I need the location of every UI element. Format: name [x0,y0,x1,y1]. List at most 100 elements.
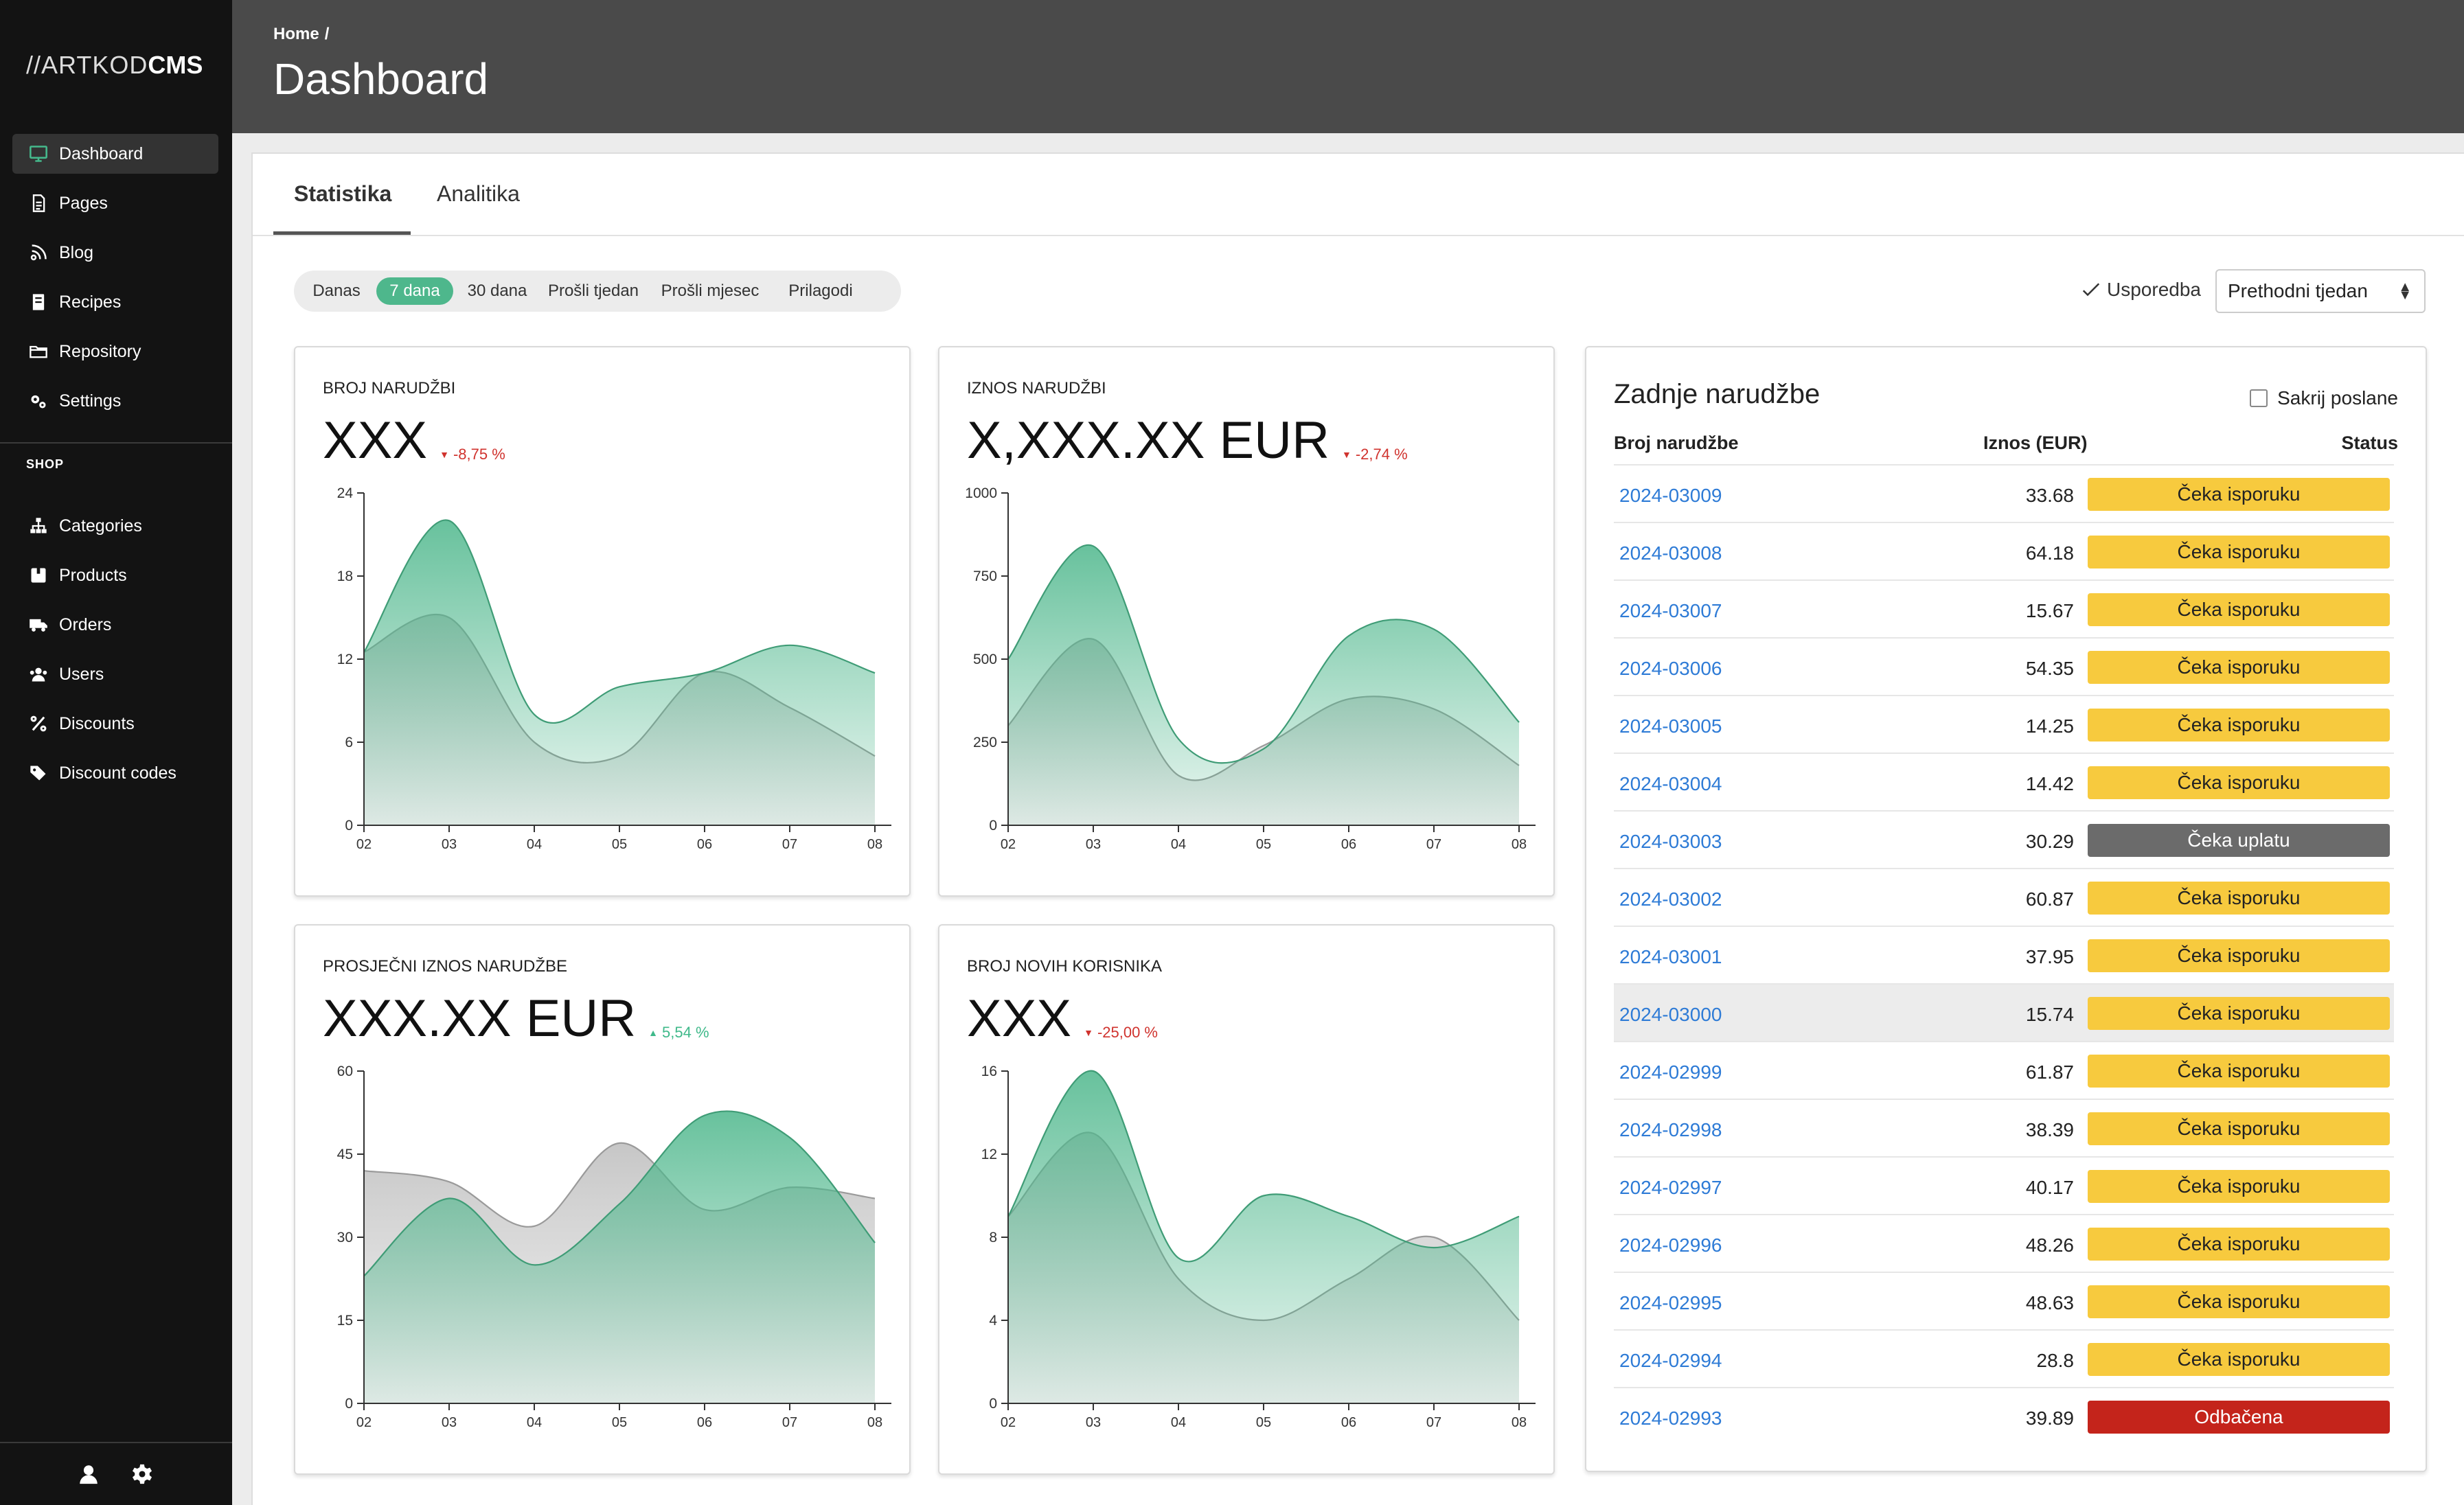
period-30-dana[interactable]: 30 dana [467,282,527,300]
y-tick-label: 12 [981,1147,997,1162]
sidebar-item-settings[interactable]: Settings [12,381,218,421]
tabs-divider [253,235,2464,236]
period-prosli-mjesec[interactable]: Prošli mjesec [661,282,760,300]
table-row[interactable]: 2024-03005 14.25 Čeka isporuku [1614,695,2394,752]
delta-badge: ▲ 5,54 % [648,1024,709,1041]
table-row[interactable]: 2024-02995 48.63 Čeka isporuku [1614,1272,2394,1329]
sidebar-item-label: Users [59,664,104,684]
table-row[interactable]: 2024-02997 40.17 Čeka isporuku [1614,1156,2394,1214]
order-id-link[interactable]: 2024-03009 [1619,485,1722,506]
sidebar-item-users[interactable]: Users [12,654,218,694]
order-amount: 14.25 [2025,715,2074,737]
status-badge: Čeka isporuku [2088,1170,2390,1203]
table-row[interactable]: 2024-03006 54.35 Čeka isporuku [1614,637,2394,695]
sidebar-item-recipes[interactable]: Recipes [12,282,218,322]
x-tick-label: 02 [356,837,372,852]
table-row[interactable]: 2024-02993 39.89 Odbačena [1614,1387,2394,1445]
tab-statistika[interactable]: Statistika [294,181,392,206]
compare-toggle[interactable]: Usporedba [2081,279,2201,301]
status-badge: Čeka uplatu [2088,824,2390,857]
table-row[interactable]: 2024-03004 14.42 Čeka isporuku [1614,752,2394,810]
gear-icon[interactable] [130,1462,154,1486]
delta-badge: ▼ -2,74 % [1341,446,1408,463]
order-id-link[interactable]: 2024-02996 [1619,1234,1722,1256]
table-row[interactable]: 2024-02999 61.87 Čeka isporuku [1614,1041,2394,1099]
sidebar-item-orders[interactable]: Orders [12,605,218,645]
x-tick-label: 02 [1001,1415,1016,1430]
order-id-link[interactable]: 2024-03008 [1619,542,1722,564]
sitemap-icon [25,515,52,537]
table-row[interactable]: 2024-03009 33.68 Čeka isporuku [1614,464,2394,522]
period-prosli-tjedan[interactable]: Prošli tjedan [547,282,639,300]
table-row[interactable]: 2024-03002 60.87 Čeka isporuku [1614,868,2394,926]
card-label: IZNOS NARUDŽBI [967,379,1106,398]
table-row[interactable]: 2024-02994 28.8 Čeka isporuku [1614,1329,2394,1387]
chart-average-order: 0 15 30 45 60 02 03 04 05 06 07 08 [337,1064,891,1430]
stat-card-orders-amount: IZNOS NARUDŽBI X,XXX.XX EUR ▼ -2,74 % 0 250… [938,346,1555,897]
sidebar-item-pages[interactable]: Pages [12,183,218,223]
status-badge: Čeka isporuku [2088,766,2390,799]
tab-analitika[interactable]: Analitika [437,181,520,206]
sidebar-item-repository[interactable]: Repository [12,332,218,371]
stat-card-new-users: BROJ NOVIH KORISNIKA XXX ▼ -25,00 % 0 4 8 12 1… [938,924,1555,1475]
period-danas[interactable]: Danas [312,282,361,300]
table-row[interactable]: 2024-02998 38.39 Čeka isporuku [1614,1099,2394,1156]
x-tick-label: 05 [612,837,627,852]
x-tick-label: 04 [1171,1415,1186,1430]
order-id-link[interactable]: 2024-02993 [1619,1408,1722,1429]
order-amount: 28.8 [2036,1350,2075,1371]
user-icon[interactable] [77,1462,100,1486]
card-value: XXX ▼ -8,75 % [323,411,505,470]
users-icon [25,663,52,685]
order-id-link[interactable]: 2024-03005 [1619,715,1722,737]
period-prilagodi[interactable]: Prilagodi [788,282,853,300]
sidebar-item-discount-codes[interactable]: Discount codes [12,753,218,793]
sidebar-item-products[interactable]: Products [12,555,218,595]
hide-sent-checkbox[interactable]: Sakrij poslane [2250,387,2398,409]
order-id-link[interactable]: 2024-03003 [1619,831,1722,852]
status-badge: Čeka isporuku [2088,593,2390,626]
order-id-link[interactable]: 2024-03007 [1619,600,1722,621]
table-row[interactable]: 2024-03000 15.74 Čeka isporuku [1614,983,2394,1041]
order-id-link[interactable]: 2024-03001 [1619,946,1722,967]
order-id-link[interactable]: 2024-02995 [1619,1292,1722,1313]
stat-card-average-order: PROSJEČNI IZNOS NARUDŽBE XXX.XX EUR ▲ 5,54… [294,924,911,1475]
table-row[interactable]: 2024-03001 37.95 Čeka isporuku [1614,926,2394,983]
document-icon [25,192,52,214]
sidebar: //ARTKODCMS Dashboard Pages Blog Recipes… [0,0,232,1505]
sidebar-item-categories[interactable]: Categories [12,506,218,546]
sidebar-item-blog[interactable]: Blog [12,233,218,273]
order-id-link[interactable]: 2024-03000 [1619,1004,1722,1025]
order-id-link[interactable]: 2024-02997 [1619,1177,1722,1198]
order-id-link[interactable]: 2024-03002 [1619,888,1722,910]
table-row[interactable]: 2024-02996 48.26 Čeka isporuku [1614,1214,2394,1272]
arrow-down-icon: ▼ [1084,1027,1093,1038]
compare-period-select[interactable]: Prethodni tjedan ▲ ▼ [2215,269,2426,313]
order-id-link[interactable]: 2024-03006 [1619,658,1722,679]
order-id-link[interactable]: 2024-02999 [1619,1061,1722,1083]
card-value: X,XXX.XX EUR ▼ -2,74 % [967,411,1408,470]
order-id-link[interactable]: 2024-03004 [1619,773,1722,794]
sidebar-item-label: Products [59,565,127,585]
y-tick-label: 4 [989,1313,997,1329]
sidebar-item-discounts[interactable]: Discounts [12,704,218,744]
breadcrumb-home[interactable]: Home [273,25,319,43]
card-value: XXX ▼ -25,00 % [967,989,1158,1048]
check-icon [2082,283,2100,297]
order-amount: 15.67 [2025,600,2074,621]
brand-logo[interactable]: //ARTKODCMS [26,51,203,79]
table-row[interactable]: 2024-03007 15.67 Čeka isporuku [1614,579,2394,637]
order-id-link[interactable]: 2024-02998 [1619,1119,1722,1140]
period-7-dana[interactable]: 7 dana [376,277,453,305]
y-tick-label: 0 [345,818,353,834]
x-tick-label: 06 [697,1415,712,1430]
checkbox-box[interactable] [2250,389,2268,407]
order-amount: 33.68 [2025,485,2074,506]
hide-sent-label: Sakrij poslane [2277,387,2398,409]
table-row[interactable]: 2024-03008 64.18 Čeka isporuku [1614,522,2394,579]
table-row[interactable]: 2024-03003 30.29 Čeka uplatu [1614,810,2394,868]
sidebar-item-dashboard[interactable]: Dashboard [12,134,218,174]
order-id-link[interactable]: 2024-02994 [1619,1350,1722,1371]
sidebar-item-label: Settings [59,391,122,411]
